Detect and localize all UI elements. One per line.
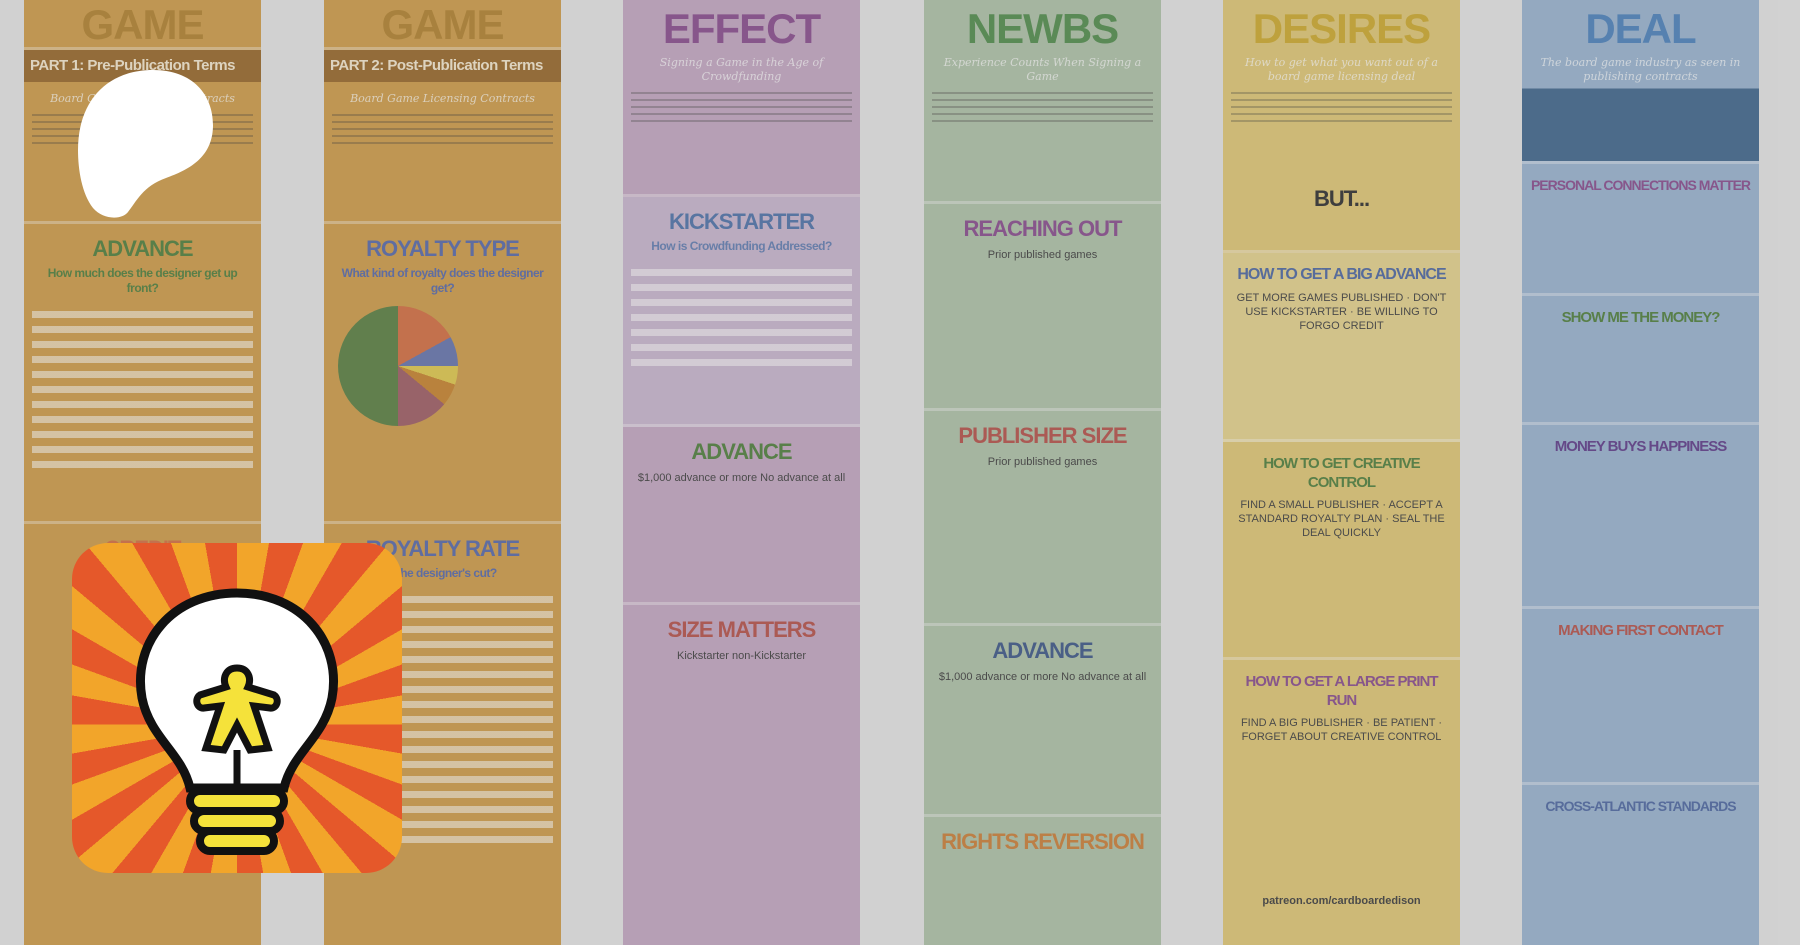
section-heading: HOW TO GET CREATIVE CONTROL (1263, 455, 1420, 491)
section-question: $1,000 advance or more No advance at all (938, 671, 1147, 683)
section-heading: REACHING OUT (963, 216, 1123, 241)
section-big-advance: HOW TO GET A BIG ADVANCE GET MORE GAMES … (1223, 253, 1460, 442)
section-creative-control: HOW TO GET CREATIVE CONTROL FIND A SMALL… (1223, 442, 1460, 660)
section-advance: ADVANCE How much does the designer get u… (24, 224, 261, 524)
column-title: GAME (81, 1, 205, 48)
bar-chart (631, 264, 852, 374)
section-publisher-size: PUBLISHER SIZE Prior published games (924, 411, 1161, 626)
title-block: GAME (24, 0, 261, 50)
pie-chart (338, 306, 458, 426)
intro-text (932, 92, 1153, 126)
section-heading: SIZE MATTERS (667, 617, 817, 642)
title-block: DEAL The board game industry as seen in … (1522, 0, 1759, 164)
section-kickstarter: KICKSTARTER How is Crowdfunding Addresse… (623, 197, 860, 427)
but-text: BUT... (1313, 186, 1370, 211)
column-title: EFFECT (662, 5, 821, 52)
infographic-column-5: DESIRES How to get what you want out of … (1223, 0, 1460, 945)
intro-text (631, 92, 852, 126)
section-advance: ADVANCE $1,000 advance or more No advanc… (924, 626, 1161, 817)
section-rights-reversion: RIGHTS REVERSION (924, 817, 1161, 945)
section-size-matters: SIZE MATTERS Kickstarter non-Kickstarter (623, 605, 860, 945)
title-block: DESIRES How to get what you want out of … (1223, 0, 1460, 253)
section-royalty-type: ROYALTY TYPE What kind of royalty does t… (324, 224, 561, 524)
column-title: DESIRES (1252, 5, 1431, 52)
section-heading: MONEY BUYS HAPPINESS (1554, 438, 1727, 455)
column-title: NEWBS (966, 5, 1119, 52)
section-heading: RIGHTS REVERSION (941, 829, 1145, 854)
column-subtitle: Experience Counts When Signing a Game (943, 56, 1142, 83)
section-question: FIND A SMALL PUBLISHER · ACCEPT A STANDA… (1238, 499, 1445, 539)
patreon-link[interactable]: patreon.com/cardboardedison (1262, 895, 1421, 907)
infographic-column-3: EFFECT Signing a Game in the Age of Crow… (623, 0, 860, 945)
column-title: DEAL (1585, 5, 1696, 52)
section-heading: PERSONAL CONNECTIONS MATTER (1530, 177, 1751, 193)
infographic-column-4: NEWBS Experience Counts When Signing a G… (924, 0, 1161, 945)
section-advance: ADVANCE $1,000 advance or more No advanc… (623, 427, 860, 605)
intro-text (1231, 92, 1452, 126)
section-heading: SHOW ME THE MONEY? (1561, 309, 1721, 326)
section-heading: ADVANCE (992, 638, 1093, 663)
bar-chart (32, 306, 253, 476)
section-show-me-the-money: SHOW ME THE MONEY? (1522, 296, 1759, 425)
section-heading: ROYALTY TYPE (366, 236, 520, 261)
section-heading: ADVANCE (92, 236, 193, 261)
column-subtitle: Signing a Game in the Age of Crowdfundin… (659, 56, 824, 83)
infographic-column-6: DEAL The board game industry as seen in … (1522, 0, 1759, 945)
title-block: EFFECT Signing a Game in the Age of Crow… (623, 0, 860, 197)
section-heading: HOW TO GET A LARGE PRINT RUN (1245, 673, 1438, 709)
column-subtitle: Board Game Licensing Contracts (350, 92, 535, 105)
section-heading: MAKING FIRST CONTACT (1558, 622, 1724, 639)
section-question: Prior published games (987, 456, 1098, 468)
intro-text (332, 114, 553, 148)
intro-block: Board Game Licensing Contracts (324, 82, 561, 224)
section-large-print-run: HOW TO GET A LARGE PRINT RUN FIND A BIG … (1223, 660, 1460, 945)
title-block: GAME (324, 0, 561, 50)
section-money-buys-happiness: MONEY BUYS HAPPINESS (1522, 425, 1759, 609)
part-heading: PART 2: Post-Publication Terms (324, 50, 561, 82)
section-heading: HOW TO GET A BIG ADVANCE (1237, 266, 1446, 283)
section-question: Prior published games (987, 249, 1098, 261)
title-block: NEWBS Experience Counts When Signing a G… (924, 0, 1161, 204)
section-question: What kind of royalty does the designer g… (341, 266, 544, 295)
section-question: How is Crowdfunding Addressed? (651, 239, 832, 253)
part-heading: PART 1: Pre-Publication Terms (24, 50, 261, 82)
column-subtitle: How to get what you want out of a board … (1245, 56, 1438, 83)
section-heading: ADVANCE (691, 439, 792, 464)
section-question: GET MORE GAMES PUBLISHED · DON'T USE KIC… (1236, 292, 1447, 332)
section-heading: CROSS-ATLANTIC STANDARDS (1545, 798, 1736, 814)
section-question: Kickstarter non-Kickstarter (677, 650, 806, 662)
section-question: $1,000 advance or more No advance at all (637, 472, 846, 484)
section-reaching-out: REACHING OUT Prior published games (924, 204, 1161, 411)
column-subtitle: The board game industry as seen in publi… (1540, 56, 1741, 83)
section-question: How much does the designer get up front? (47, 266, 238, 295)
section-first-contact: MAKING FIRST CONTACT (1522, 609, 1759, 785)
column-title: GAME (381, 1, 505, 48)
section-heading: PUBLISHER SIZE (958, 423, 1127, 448)
section-personal-connections: PERSONAL CONNECTIONS MATTER (1522, 164, 1759, 296)
section-question: ...the designer's cut? (388, 566, 497, 580)
lightbulb-meeple-icon (72, 543, 402, 873)
section-question: FIND A BIG PUBLISHER · BE PATIENT · FORG… (1240, 717, 1443, 743)
patreon-logo[interactable] (78, 70, 213, 218)
section-cross-atlantic: CROSS-ATLANTIC STANDARDS (1522, 785, 1759, 945)
section-heading: KICKSTARTER (668, 209, 815, 234)
